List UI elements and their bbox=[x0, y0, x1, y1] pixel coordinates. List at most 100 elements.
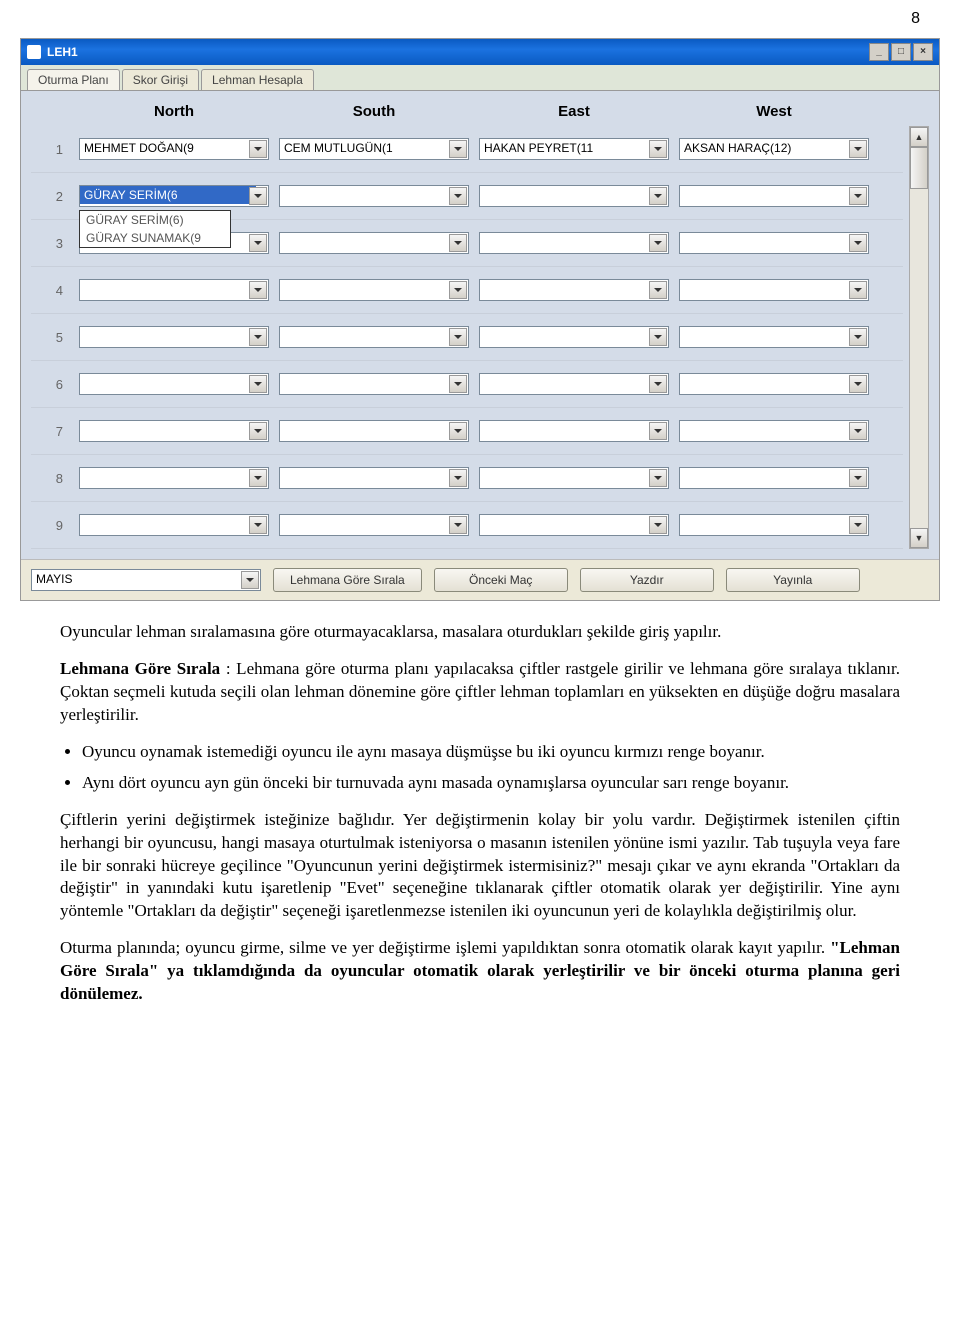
west-player-select[interactable] bbox=[679, 138, 869, 160]
chevron-down-icon[interactable] bbox=[249, 328, 267, 346]
north-player-input[interactable] bbox=[80, 374, 256, 392]
east-player-input[interactable] bbox=[480, 468, 656, 486]
north-player-select[interactable]: GÜRAY SERİM(6) GÜRAY SUNAMAK(9 bbox=[79, 185, 269, 207]
chevron-down-icon[interactable] bbox=[849, 234, 867, 252]
tab-score-entry[interactable]: Skor Girişi bbox=[122, 69, 199, 90]
north-player-select[interactable] bbox=[79, 373, 269, 395]
tab-seating-plan[interactable]: Oturma Planı bbox=[27, 69, 120, 90]
north-player-input[interactable] bbox=[80, 186, 256, 204]
dropdown-option[interactable]: GÜRAY SUNAMAK(9 bbox=[80, 229, 230, 247]
scroll-down-button[interactable]: ▼ bbox=[910, 528, 928, 548]
chevron-down-icon[interactable] bbox=[249, 516, 267, 534]
south-player-select[interactable] bbox=[279, 467, 469, 489]
chevron-down-icon[interactable] bbox=[249, 187, 267, 205]
chevron-down-icon[interactable] bbox=[649, 516, 667, 534]
chevron-down-icon[interactable] bbox=[449, 187, 467, 205]
north-player-input[interactable] bbox=[80, 468, 256, 486]
north-player-select[interactable] bbox=[79, 467, 269, 489]
chevron-down-icon[interactable] bbox=[849, 281, 867, 299]
east-player-select[interactable] bbox=[479, 326, 669, 348]
west-player-input[interactable] bbox=[680, 468, 856, 486]
west-player-select[interactable] bbox=[679, 326, 869, 348]
west-player-select[interactable] bbox=[679, 373, 869, 395]
west-player-input[interactable] bbox=[680, 421, 856, 439]
chevron-down-icon[interactable] bbox=[849, 187, 867, 205]
chevron-down-icon[interactable] bbox=[449, 328, 467, 346]
east-player-select[interactable] bbox=[479, 279, 669, 301]
chevron-down-icon[interactable] bbox=[249, 422, 267, 440]
north-player-select[interactable] bbox=[79, 279, 269, 301]
chevron-down-icon[interactable] bbox=[249, 281, 267, 299]
chevron-down-icon[interactable] bbox=[241, 571, 259, 589]
east-player-input[interactable] bbox=[480, 421, 656, 439]
west-player-select[interactable] bbox=[679, 185, 869, 207]
tab-lehman-calc[interactable]: Lehman Hesapla bbox=[201, 69, 314, 90]
south-player-input[interactable] bbox=[280, 327, 456, 345]
chevron-down-icon[interactable] bbox=[849, 516, 867, 534]
north-player-input[interactable] bbox=[80, 515, 256, 533]
chevron-down-icon[interactable] bbox=[649, 234, 667, 252]
print-button[interactable]: Yazdır bbox=[580, 568, 714, 592]
month-input[interactable] bbox=[32, 570, 248, 588]
south-player-input[interactable] bbox=[280, 515, 456, 533]
scroll-track[interactable] bbox=[910, 189, 928, 528]
east-player-input[interactable] bbox=[480, 327, 656, 345]
chevron-down-icon[interactable] bbox=[649, 140, 667, 158]
south-player-select[interactable] bbox=[279, 420, 469, 442]
north-player-input[interactable] bbox=[80, 421, 256, 439]
east-player-input[interactable] bbox=[480, 186, 656, 204]
north-player-select[interactable] bbox=[79, 514, 269, 536]
south-player-input[interactable] bbox=[280, 374, 456, 392]
sort-by-lehman-button[interactable]: Lehmana Göre Sırala bbox=[273, 568, 422, 592]
south-player-select[interactable] bbox=[279, 185, 469, 207]
south-player-input[interactable] bbox=[280, 280, 456, 298]
south-player-select[interactable] bbox=[279, 326, 469, 348]
chevron-down-icon[interactable] bbox=[849, 375, 867, 393]
chevron-down-icon[interactable] bbox=[449, 516, 467, 534]
east-player-input[interactable] bbox=[480, 374, 656, 392]
west-player-input[interactable] bbox=[680, 280, 856, 298]
west-player-select[interactable] bbox=[679, 514, 869, 536]
chevron-down-icon[interactable] bbox=[449, 140, 467, 158]
chevron-down-icon[interactable] bbox=[649, 281, 667, 299]
dropdown-option[interactable]: GÜRAY SERİM(6) bbox=[80, 211, 230, 229]
scroll-thumb[interactable] bbox=[910, 147, 928, 189]
north-player-input[interactable] bbox=[80, 327, 256, 345]
chevron-down-icon[interactable] bbox=[449, 422, 467, 440]
west-player-input[interactable] bbox=[680, 327, 856, 345]
chevron-down-icon[interactable] bbox=[449, 375, 467, 393]
chevron-down-icon[interactable] bbox=[849, 422, 867, 440]
north-player-select[interactable] bbox=[79, 138, 269, 160]
east-player-select[interactable] bbox=[479, 420, 669, 442]
north-player-select[interactable] bbox=[79, 326, 269, 348]
west-player-select[interactable] bbox=[679, 420, 869, 442]
west-player-input[interactable] bbox=[680, 139, 856, 157]
south-player-input[interactable] bbox=[280, 186, 456, 204]
west-player-input[interactable] bbox=[680, 515, 856, 533]
east-player-select[interactable] bbox=[479, 514, 669, 536]
south-player-input[interactable] bbox=[280, 139, 456, 157]
west-player-select[interactable] bbox=[679, 279, 869, 301]
south-player-select[interactable] bbox=[279, 138, 469, 160]
west-player-input[interactable] bbox=[680, 233, 856, 251]
chevron-down-icon[interactable] bbox=[249, 469, 267, 487]
west-player-input[interactable] bbox=[680, 186, 856, 204]
east-player-select[interactable] bbox=[479, 138, 669, 160]
chevron-down-icon[interactable] bbox=[449, 469, 467, 487]
chevron-down-icon[interactable] bbox=[249, 234, 267, 252]
south-player-select[interactable] bbox=[279, 279, 469, 301]
south-player-select[interactable] bbox=[279, 514, 469, 536]
chevron-down-icon[interactable] bbox=[649, 328, 667, 346]
north-player-select[interactable] bbox=[79, 420, 269, 442]
month-select[interactable] bbox=[31, 569, 261, 591]
minimize-button[interactable]: _ bbox=[869, 43, 889, 61]
south-player-input[interactable] bbox=[280, 233, 456, 251]
south-player-input[interactable] bbox=[280, 421, 456, 439]
east-player-select[interactable] bbox=[479, 373, 669, 395]
chevron-down-icon[interactable] bbox=[649, 422, 667, 440]
chevron-down-icon[interactable] bbox=[849, 328, 867, 346]
chevron-down-icon[interactable] bbox=[249, 140, 267, 158]
publish-button[interactable]: Yayınla bbox=[726, 568, 860, 592]
south-player-select[interactable] bbox=[279, 373, 469, 395]
previous-match-button[interactable]: Önceki Maç bbox=[434, 568, 568, 592]
